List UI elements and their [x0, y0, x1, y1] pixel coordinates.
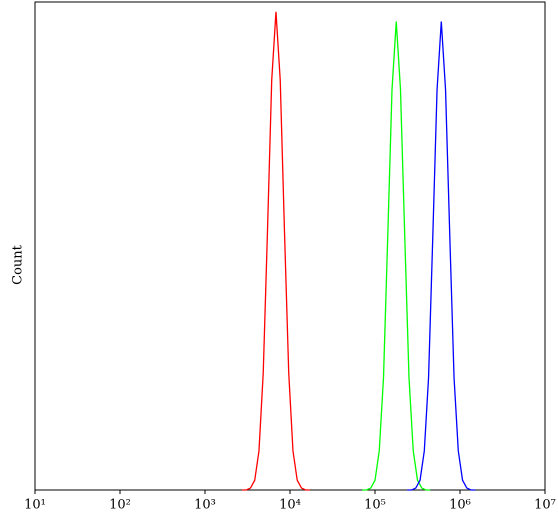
plot-frame — [34, 1, 546, 491]
x-tick-label: 10² — [109, 498, 131, 513]
histogram-line — [241, 11, 310, 491]
x-tick-label: 10⁵ — [364, 498, 386, 513]
x-tick-label: 10³ — [194, 498, 216, 513]
x-tick-label: 10⁷ — [534, 498, 556, 513]
x-tick-label: 10⁴ — [279, 498, 301, 513]
histogram-line — [407, 21, 476, 491]
histogram-line — [362, 21, 431, 491]
x-tick-label: 10¹ — [24, 498, 46, 513]
x-tick-label: 10⁶ — [449, 498, 471, 513]
y-axis-label: Count — [11, 244, 26, 285]
